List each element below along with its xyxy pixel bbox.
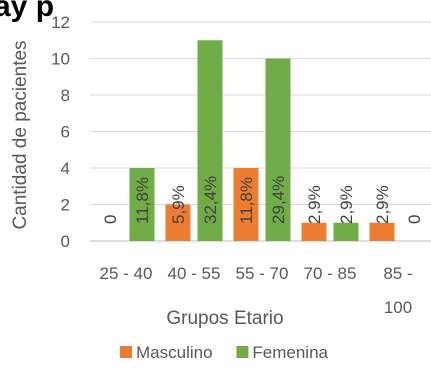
bar-data-label: 29,4% (269, 176, 288, 224)
bar-masculino (301, 222, 327, 241)
x-axis-title: Grupos Etario (166, 308, 283, 329)
x-axis-ticks: 25 - 40 40 - 55 55 - 70 70 - 85 85 - 100 (100, 264, 413, 317)
x-tick-label: 85 - (383, 264, 412, 283)
bar-data-label: 0 (101, 215, 120, 224)
bar-data-label: 2,9% (373, 185, 392, 224)
y-tick-label: 4 (61, 159, 70, 178)
bar-femenina (265, 58, 291, 241)
y-axis-ticks: 0 2 4 6 8 10 12 (51, 13, 70, 251)
bar-data-label: 2,9% (337, 185, 356, 224)
y-tick-label: 12 (51, 13, 70, 32)
bars (129, 40, 395, 241)
x-tick-label: 40 - 55 (168, 264, 221, 283)
x-tick-label: 70 - 85 (304, 264, 357, 283)
bar-femenina (129, 168, 155, 241)
bar-data-labels: 0 11,8% 5,9% 32,4% 11,8% 29,4% 2,9% 2,9% 2,9% 0 (101, 176, 424, 224)
x-tick-label: 25 - 40 (100, 264, 153, 283)
y-tick-label: 2 (61, 196, 70, 215)
bar-data-label: 2,9% (305, 185, 324, 224)
y-tick-label: 6 (61, 123, 70, 142)
bar-data-label: 0 (405, 215, 424, 224)
bar-data-label: 32,4% (201, 176, 220, 224)
legend-label: Masculino (136, 343, 213, 362)
bar-masculino (233, 168, 259, 241)
bar-femenina (197, 40, 223, 241)
legend-label: Femenina (252, 343, 328, 362)
bar-masculino (369, 222, 395, 241)
legend: Masculino Femenina (120, 343, 329, 362)
chart-title-fragment: ay p (0, 0, 54, 23)
legend-swatch-femenina (236, 346, 249, 358)
bar-data-label: 11,8% (133, 177, 152, 224)
x-tick-label: 100 (384, 298, 412, 317)
y-axis-title: Cantidad de pacientes (10, 40, 31, 229)
legend-swatch-masculino (120, 346, 132, 358)
y-tick-label: 0 (61, 232, 70, 251)
y-tick-label: 10 (51, 50, 70, 69)
bar-data-label: 11,8% (237, 177, 256, 224)
bar-femenina (333, 222, 359, 241)
y-tick-label: 8 (61, 86, 70, 105)
x-tick-label: 55 - 70 (236, 264, 289, 283)
bar-masculino (165, 204, 191, 241)
bar-data-label: 5,9% (169, 185, 188, 224)
